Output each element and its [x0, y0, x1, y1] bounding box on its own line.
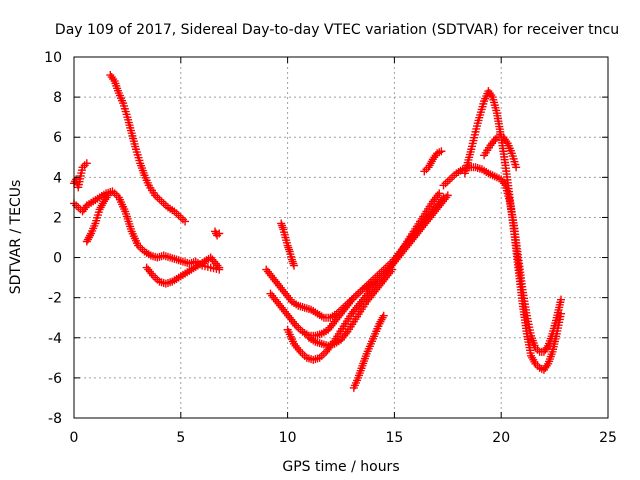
- data-point: [82, 159, 91, 168]
- y-axis-label: SDTVAR / TECUs: [8, 180, 24, 295]
- series-arc-early-low: [82, 191, 113, 246]
- x-tick-label: 10: [279, 430, 297, 446]
- data-point: [437, 147, 446, 156]
- series-arc-18h: [439, 163, 566, 356]
- grid: [74, 57, 608, 418]
- series-arc-16h-short: [420, 147, 446, 176]
- series-arc-early-start: [70, 159, 91, 192]
- data-point: [215, 263, 224, 272]
- data-point: [290, 261, 299, 270]
- data-point: [104, 191, 113, 200]
- series-arc-10h-mid: [304, 265, 397, 350]
- y-tick-label: 4: [53, 170, 62, 186]
- data-point: [379, 311, 388, 320]
- y-tick-label: -6: [48, 371, 62, 387]
- x-tick-label: 20: [492, 430, 510, 446]
- chart-title: Day 109 of 2017, Sidereal Day-to-day VTE…: [55, 22, 619, 38]
- series-arc-13h-steep: [349, 311, 388, 392]
- data-point: [512, 163, 521, 172]
- data-point: [278, 223, 287, 232]
- axis-ticks: 0 5 10 15 20 25 -8 -6 -4 -2 0 2 4 6 8 10: [44, 50, 617, 446]
- y-tick-label: -4: [48, 331, 62, 347]
- data-point: [288, 257, 297, 266]
- data-point: [557, 309, 566, 318]
- y-tick-label: -8: [48, 411, 62, 427]
- plot-frame: [73, 56, 609, 419]
- y-tick-label: 10: [44, 50, 62, 66]
- data-point: [443, 191, 452, 200]
- series-arc-9h-short: [277, 219, 299, 270]
- series-arc-short-6h: [210, 227, 224, 240]
- y-tick-label: 6: [53, 130, 62, 146]
- series-arc-dip: [142, 253, 224, 288]
- y-tick-label: 0: [53, 251, 62, 267]
- data-point: [435, 189, 444, 198]
- data-points: [70, 71, 566, 392]
- series-arc-early-high: [106, 71, 190, 226]
- data-point: [388, 265, 397, 274]
- data-point: [215, 229, 224, 238]
- x-tick-label: 15: [385, 430, 403, 446]
- x-tick-label: 5: [176, 430, 185, 446]
- x-axis-label: GPS time / hours: [282, 459, 399, 475]
- y-tick-label: 2: [53, 210, 62, 226]
- series-arc-19h-peak: [460, 87, 566, 374]
- series-arc-19h-alt: [480, 133, 521, 172]
- data-point: [181, 217, 190, 226]
- y-tick-label: 8: [53, 90, 62, 106]
- data-point: [557, 295, 566, 304]
- x-tick-label: 0: [70, 430, 79, 446]
- series-arc-early-main: [70, 187, 224, 274]
- x-tick-label: 25: [599, 430, 617, 446]
- y-tick-label: -2: [48, 291, 62, 307]
